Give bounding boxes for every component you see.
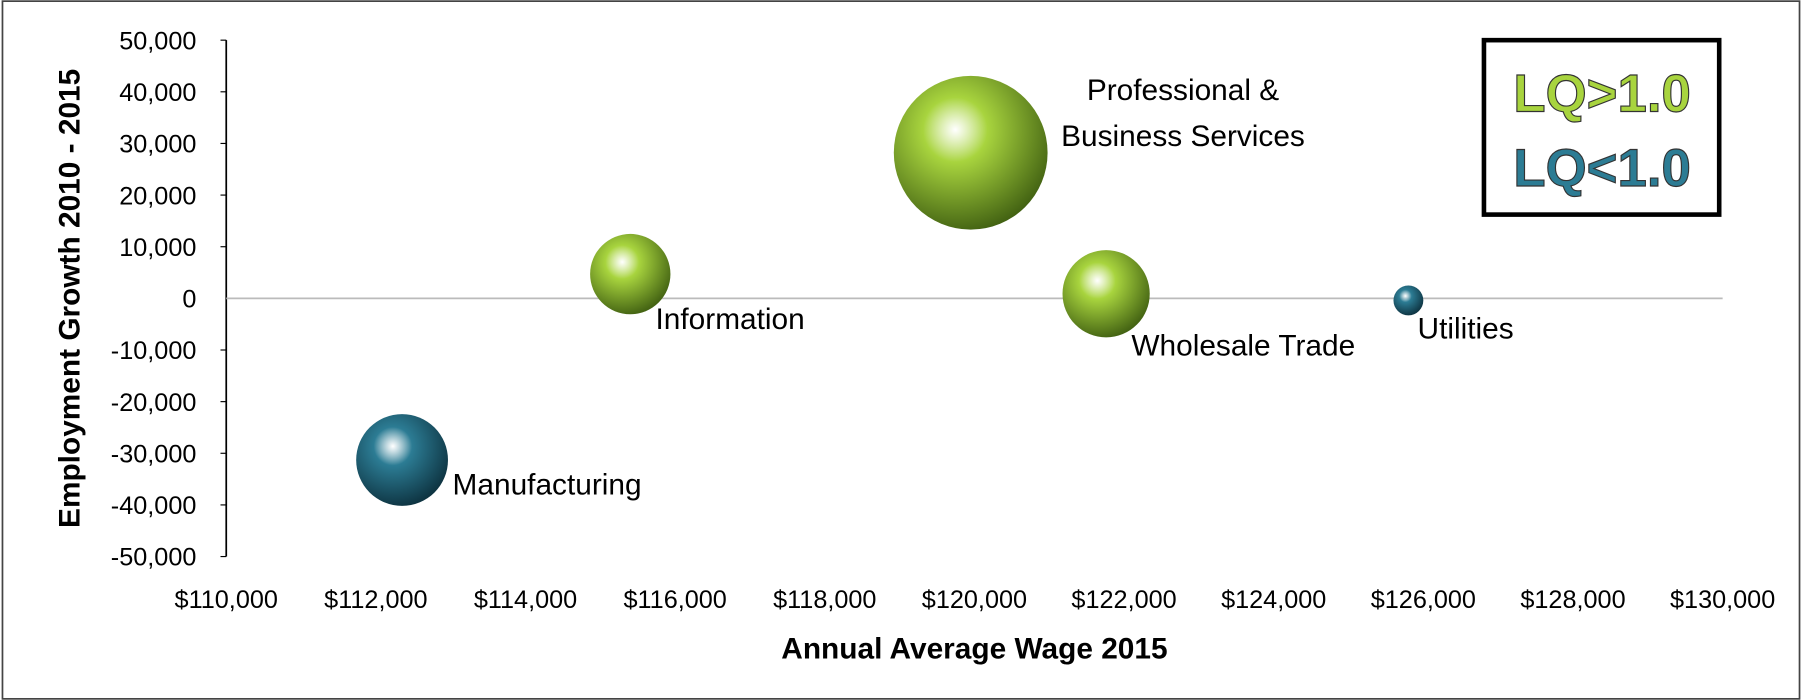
x-tick-label: $126,000	[1371, 586, 1476, 614]
y-tick-label: -30,000	[111, 440, 197, 468]
x-tick-label: $110,000	[175, 586, 278, 614]
x-tick-label: $114,000	[474, 586, 577, 614]
x-tick-label: $120,000	[922, 586, 1027, 614]
x-tick-label: $128,000	[1520, 586, 1625, 614]
y-tick-label: 40,000	[119, 79, 196, 107]
bubble	[590, 233, 671, 315]
legend-box	[1481, 37, 1722, 217]
point-label: Business Services	[1061, 120, 1305, 153]
y-tick-label: -10,000	[111, 337, 197, 365]
y-tick-label: 0	[182, 286, 196, 314]
x-axis-title: Annual Average Wage 2015	[781, 633, 1167, 666]
x-tick-label: $124,000	[1221, 586, 1326, 614]
point-label: Manufacturing	[453, 468, 642, 501]
bubble	[1062, 250, 1150, 338]
x-tick-label: $116,000	[623, 586, 726, 614]
x-tick-label: $122,000	[1071, 586, 1176, 614]
x-tick-label: $130,000	[1670, 586, 1775, 614]
y-tick-label: 50,000	[119, 27, 196, 55]
point-label: Professional &	[1087, 74, 1279, 107]
y-tick-label: -40,000	[111, 492, 197, 520]
legend-label: LQ<1.0	[1513, 139, 1690, 198]
point-label: Wholesale Trade	[1131, 330, 1355, 363]
y-tick-label: -20,000	[111, 389, 197, 417]
y-tick-label: 10,000	[119, 234, 196, 262]
x-tick-label: $118,000	[773, 586, 876, 614]
legend-label: LQ>1.0	[1513, 64, 1690, 123]
bubble	[893, 75, 1048, 230]
y-tick-label: -50,000	[111, 544, 197, 572]
bubble	[1393, 285, 1424, 316]
point-label: Information	[656, 303, 805, 336]
y-tick-label: 20,000	[119, 182, 196, 210]
y-tick-label: 30,000	[119, 131, 196, 159]
point-label: Utilities	[1418, 312, 1514, 345]
y-axis-title: Employment Growth 2010 - 2015	[53, 69, 86, 528]
x-tick-label: $112,000	[324, 586, 427, 614]
bubble	[356, 414, 448, 506]
